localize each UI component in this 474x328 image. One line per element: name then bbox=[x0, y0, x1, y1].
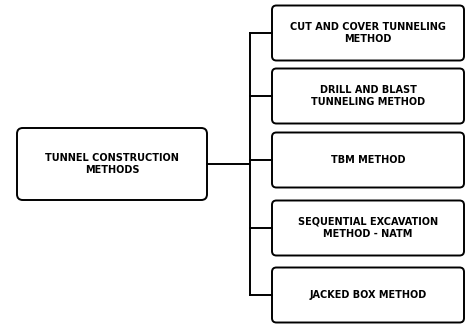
Text: DRILL AND BLAST
TUNNELING METHOD: DRILL AND BLAST TUNNELING METHOD bbox=[311, 85, 425, 107]
Text: SEQUENTIAL EXCAVATION
METHOD - NATM: SEQUENTIAL EXCAVATION METHOD - NATM bbox=[298, 217, 438, 239]
Text: CUT AND COVER TUNNELING
METHOD: CUT AND COVER TUNNELING METHOD bbox=[290, 22, 446, 44]
FancyBboxPatch shape bbox=[272, 6, 464, 60]
FancyBboxPatch shape bbox=[272, 69, 464, 124]
FancyBboxPatch shape bbox=[272, 133, 464, 188]
FancyBboxPatch shape bbox=[272, 200, 464, 256]
Text: TBM METHOD: TBM METHOD bbox=[331, 155, 405, 165]
FancyBboxPatch shape bbox=[272, 268, 464, 322]
Text: TUNNEL CONSTRUCTION
METHODS: TUNNEL CONSTRUCTION METHODS bbox=[45, 153, 179, 175]
FancyBboxPatch shape bbox=[17, 128, 207, 200]
Text: JACKED BOX METHOD: JACKED BOX METHOD bbox=[310, 290, 427, 300]
